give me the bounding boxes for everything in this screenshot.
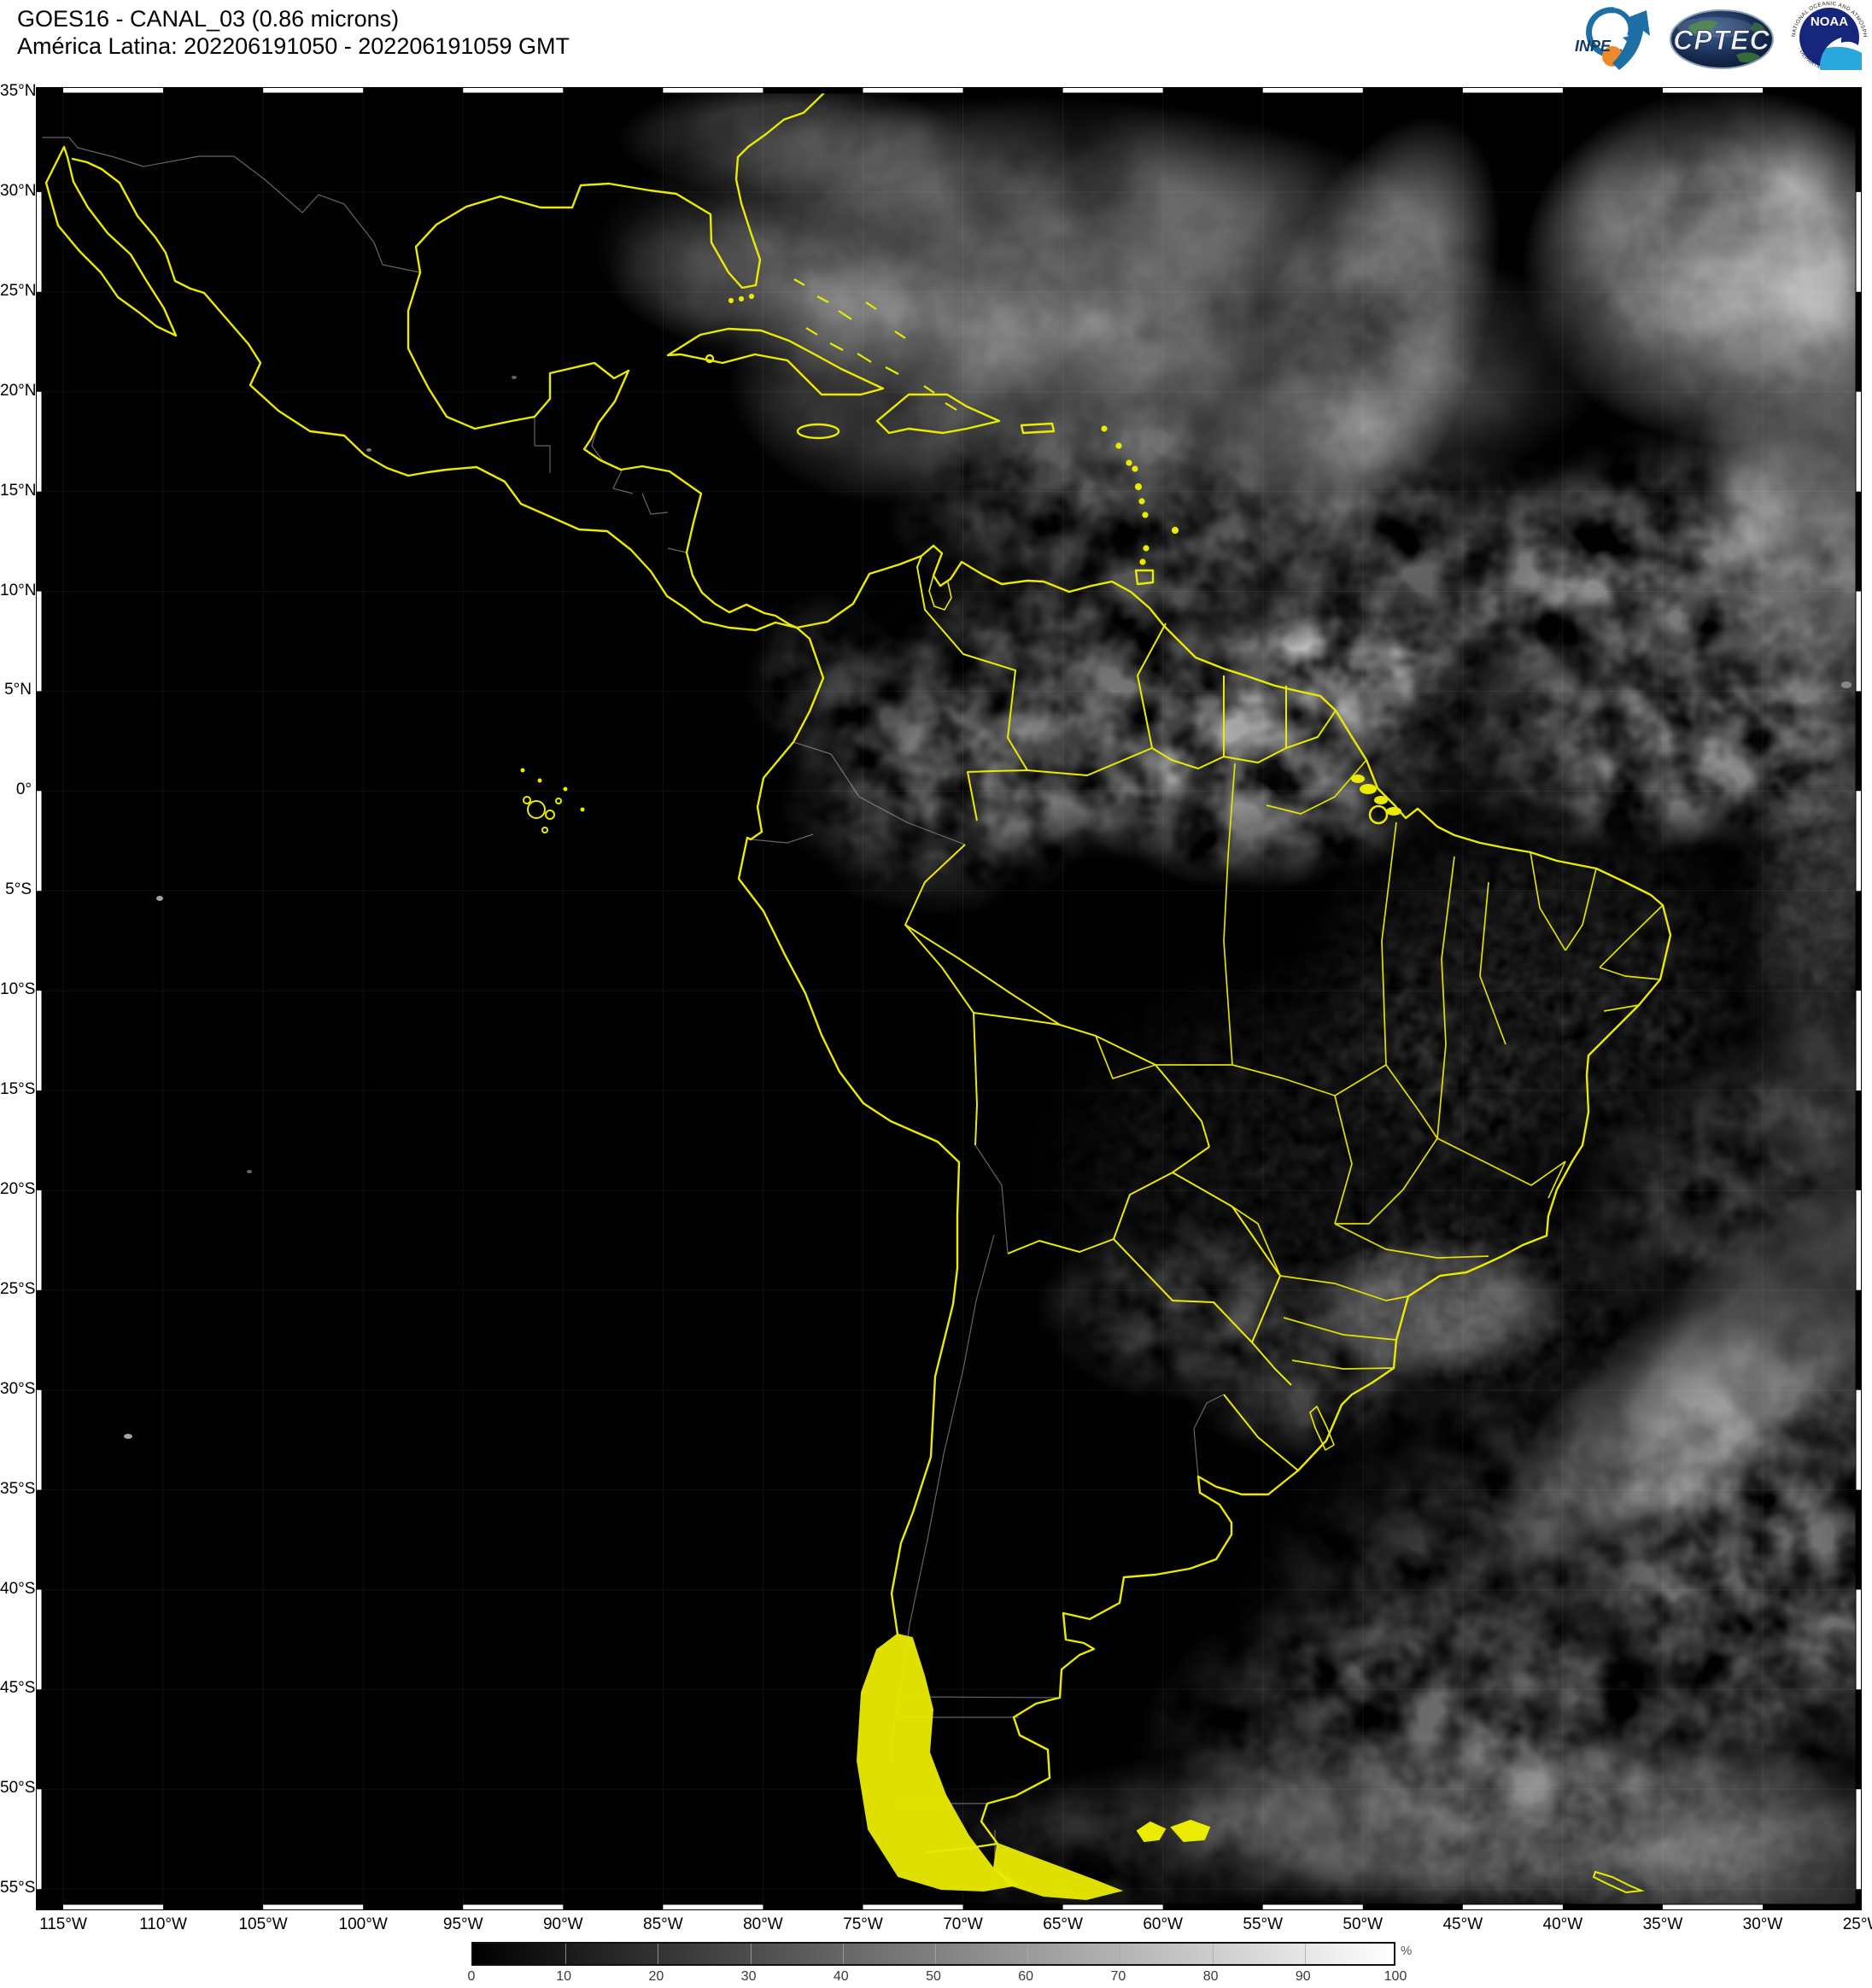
colorbar-gridline — [935, 1944, 936, 1964]
header-title-block: GOES16 - CANAL_03 (0.86 microns) América… — [17, 5, 570, 60]
lat-label: 35°N — [0, 81, 37, 100]
lon-label: 85°W — [643, 1915, 683, 1933]
colorbar-tick-label: 90 — [1295, 1969, 1311, 1984]
coast-baja-california — [44, 145, 178, 337]
inpe-label: INPE — [1575, 38, 1612, 55]
lon-label: 30°W — [1742, 1915, 1783, 1933]
coast-hispaniola — [875, 393, 1001, 435]
noaa-label: NOAA — [1811, 15, 1848, 29]
lat-label: 25°N — [0, 281, 37, 300]
lon-label: 70°W — [943, 1915, 983, 1933]
lat-label: 15°S — [0, 1079, 36, 1098]
lon-label: 65°W — [1043, 1915, 1083, 1933]
coast-jamaica — [796, 423, 840, 440]
coast-pacific — [71, 157, 961, 1636]
lon-label: 50°W — [1343, 1915, 1384, 1933]
colorbar-tick-label: 80 — [1202, 1969, 1219, 1984]
falklands-east — [1170, 1819, 1211, 1843]
coast-trinidad — [1134, 569, 1155, 586]
lon-label: 35°W — [1642, 1915, 1683, 1933]
colorbar-unit: % — [1401, 1944, 1413, 1958]
lat-label: 10°N — [0, 581, 37, 599]
coast-lagoa-dos-patos — [1309, 1406, 1335, 1451]
colorbar-gridline — [842, 1944, 844, 1964]
colorbar-tick-label: 40 — [833, 1969, 849, 1984]
coast-galapagos — [520, 768, 585, 833]
lat-label: 45°S — [0, 1679, 36, 1698]
falklands-west — [1136, 1821, 1167, 1843]
lon-label: 25°W — [1842, 1915, 1872, 1933]
lon-label: 115°W — [39, 1915, 87, 1933]
colorbar-tick-label: 30 — [740, 1969, 757, 1984]
lat-label: 55°S — [0, 1879, 36, 1897]
lon-label: 100°W — [338, 1915, 388, 1933]
inpe-logo: INPE — [1575, 7, 1650, 70]
country-borders — [904, 555, 1337, 1471]
lat-label: 25°S — [0, 1279, 36, 1298]
tierra-del-fuego — [992, 1842, 1124, 1901]
product-title: GOES16 - CANAL_03 (0.86 microns) — [17, 6, 400, 32]
coast-south-america-atlantic — [795, 544, 1672, 1854]
coast-isla-juventud — [705, 354, 715, 364]
lat-label: 40°S — [0, 1579, 36, 1598]
coast-puerto-rico — [1020, 422, 1056, 435]
lon-label: 90°W — [542, 1915, 583, 1933]
colorbar-gridline — [1212, 1944, 1214, 1964]
map-frame — [36, 87, 1862, 1910]
colorbar-tick-label: 0 — [467, 1969, 476, 1984]
satellite-map-canvas — [36, 87, 1862, 1910]
lon-label: 75°W — [843, 1915, 883, 1933]
lon-label: 40°W — [1542, 1915, 1583, 1933]
coast-cuba — [666, 327, 885, 396]
lon-label: 55°W — [1243, 1915, 1284, 1933]
lon-label: 105°W — [238, 1915, 288, 1933]
colorbar-gridline — [565, 1944, 567, 1964]
lat-label: 5°N — [4, 681, 32, 699]
lon-label: 95°W — [442, 1915, 483, 1933]
product-subtitle: América Latina: 202206191050 - 202206191… — [17, 33, 570, 59]
cloud-field-cumulus — [745, 386, 1862, 1910]
coastlines — [44, 87, 1672, 1854]
lat-label: 20°S — [0, 1179, 36, 1198]
colorbar-gridline — [750, 1944, 752, 1964]
south-georgia — [1592, 1870, 1645, 1894]
lon-label: 110°W — [139, 1915, 187, 1933]
cptec-label: CPTEC — [1673, 25, 1770, 56]
coast-gulf-caribbean — [407, 87, 832, 629]
colorbar-tick-label: 10 — [556, 1969, 572, 1984]
lat-label: 15°N — [0, 481, 37, 500]
lat-label: 35°S — [0, 1479, 36, 1498]
patagonia-fjords — [856, 1633, 1645, 1901]
colorbar-tick-label: 60 — [1018, 1969, 1034, 1984]
colorbar-tick-label: 20 — [648, 1969, 664, 1984]
reflectance-colorbar — [471, 1942, 1395, 1966]
colorbar-tick-label: 100 — [1384, 1969, 1407, 1984]
coast-lake-maracaibo — [928, 575, 952, 611]
cptec-logo: CPTEC — [1670, 9, 1774, 69]
isolated-cloud-dots — [124, 376, 1852, 1439]
lat-label: 5°S — [5, 880, 32, 899]
island-specks — [728, 278, 1179, 565]
lon-label: 45°W — [1442, 1915, 1483, 1933]
colorbar-gridline — [1304, 1944, 1306, 1964]
lat-label: 0° — [15, 781, 32, 799]
colorbar-tick-label: 50 — [926, 1969, 941, 1984]
lon-label: 60°W — [1143, 1915, 1183, 1933]
noaa-logo: NATIONAL OCEANIC AND ATMOSPHERIC ADMINIS… — [1774, 0, 1869, 77]
lon-label: 80°W — [743, 1915, 783, 1933]
colorbar-gridline — [1027, 1944, 1029, 1964]
amazon-delta — [1351, 775, 1401, 825]
lat-label: 30°N — [0, 181, 37, 200]
colorbar-tick-label: 70 — [1110, 1969, 1126, 1984]
lat-label: 20°N — [0, 381, 37, 400]
lat-label: 30°S — [0, 1379, 36, 1398]
satellite-map — [36, 87, 1862, 1910]
state-borders — [1095, 759, 1664, 1370]
agency-logos: INPE CPTEC NATIONAL OCEANIC AND ATMOSPHE… — [1575, 0, 1869, 77]
lat-label: 10°S — [0, 979, 36, 998]
lat-label: 50°S — [0, 1779, 36, 1798]
